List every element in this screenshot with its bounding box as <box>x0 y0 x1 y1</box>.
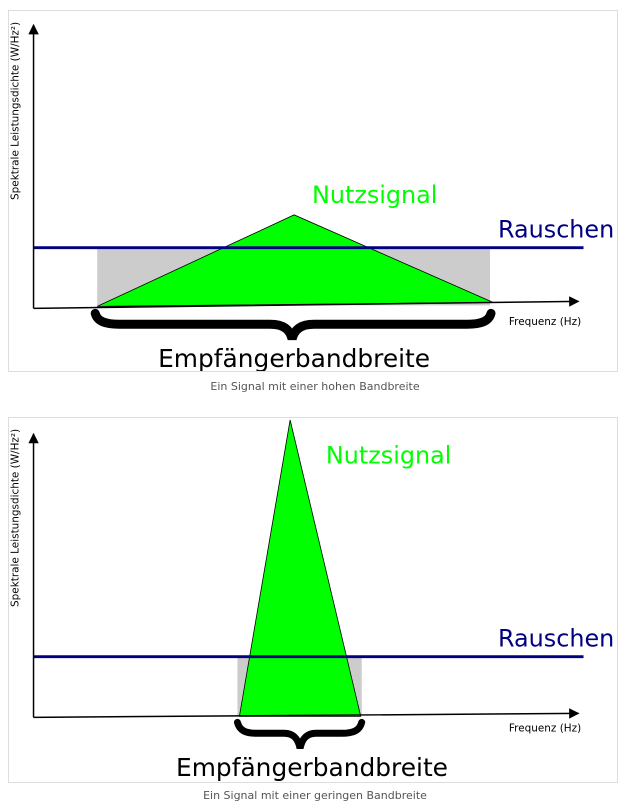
noise-label: Rauschen <box>498 216 614 244</box>
figure-low-bandwidth: Spektrale Leistungsdichte (W/Hz²) Freque… <box>8 417 618 783</box>
caption-high-bandwidth: Ein Signal mit einer hohen Bandbreite <box>210 380 420 393</box>
x-axis-label: Frequenz (Hz) <box>509 722 581 734</box>
x-axis-label: Frequenz (Hz) <box>509 316 581 328</box>
bandwidth-label: Empfängerbandbreite <box>176 753 448 782</box>
caption-low-bandwidth: Ein Signal mit einer geringen Bandbreite <box>203 789 427 802</box>
bandwidth-brace <box>233 718 366 750</box>
signal-triangle <box>238 419 362 717</box>
y-axis-label: Spektrale Leistungsdichte (W/Hz²) <box>10 429 22 607</box>
diagram-low-bandwidth: Spektrale Leistungsdichte (W/Hz²) Freque… <box>10 419 614 782</box>
x-axis <box>33 708 580 719</box>
bandwidth-label: Empfängerbandbreite <box>158 344 430 371</box>
figure-high-bandwidth: Spektrale Leistungsdichte (W/Hz²) Freque… <box>8 10 618 372</box>
x-axis <box>33 296 580 310</box>
signal-label: Nutzsignal <box>326 442 451 470</box>
diagram-high-bandwidth: Spektrale Leistungsdichte (W/Hz²) Freque… <box>10 22 615 371</box>
signal-label: Nutzsignal <box>312 181 437 209</box>
noise-label: Rauschen <box>498 625 614 653</box>
y-axis-label: Spektrale Leistungsdichte (W/Hz²) <box>10 22 22 200</box>
bandwidth-brace <box>90 308 496 341</box>
